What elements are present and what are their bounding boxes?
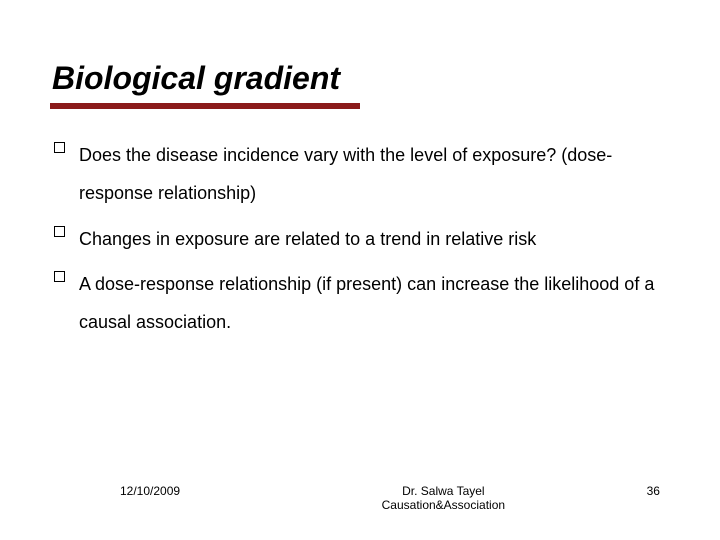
footer-author-line2: Causation&Association [382,498,505,512]
footer-date: 12/10/2009 [120,484,180,498]
bullet-text: Changes in exposure are related to a tre… [79,221,536,259]
footer-author-line1: Dr. Salwa Tayel [382,484,505,498]
slide-content: Does the disease incidence vary with the… [48,137,672,342]
bullet-item: A dose-response relationship (if present… [54,266,672,342]
title-underline [50,103,360,109]
square-bullet-icon [54,271,65,282]
footer-author: Dr. Salwa Tayel Causation&Association [382,484,505,512]
slide-container: Biological gradient Does the disease inc… [0,0,720,540]
bullet-text: A dose-response relationship (if present… [79,266,672,342]
bullet-item: Changes in exposure are related to a tre… [54,221,672,259]
square-bullet-icon [54,226,65,237]
square-bullet-icon [54,142,65,153]
footer-page-number: 36 [647,484,660,498]
bullet-text: Does the disease incidence vary with the… [79,137,672,213]
slide-title: Biological gradient [48,60,672,97]
bullet-item: Does the disease incidence vary with the… [54,137,672,213]
slide-footer: 12/10/2009 Dr. Salwa Tayel Causation&Ass… [0,484,720,512]
